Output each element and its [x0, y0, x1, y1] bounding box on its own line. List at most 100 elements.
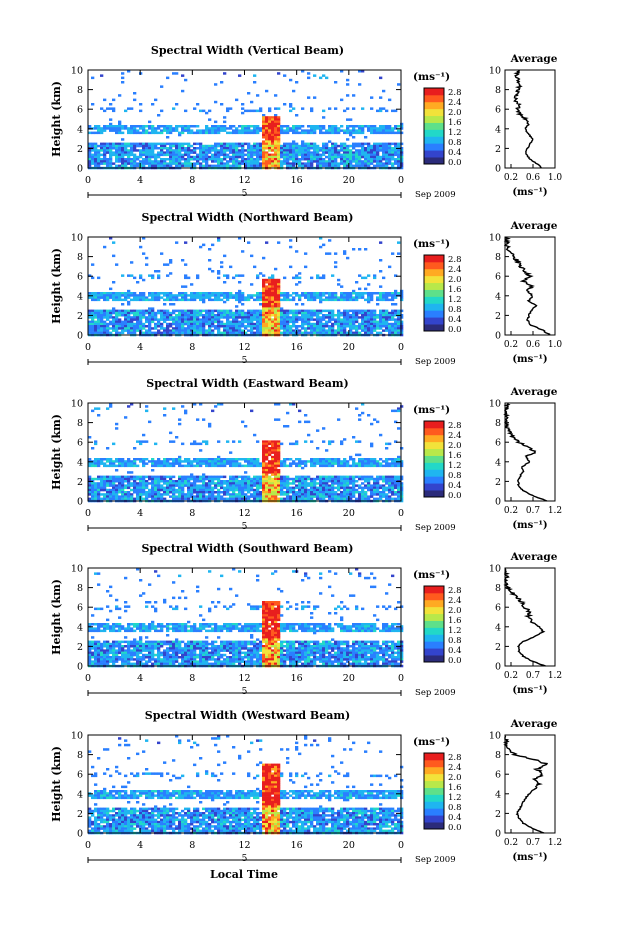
colorbar-swatch [424, 324, 444, 332]
colorbar-swatch [424, 476, 444, 484]
average-profile-line [502, 735, 549, 834]
average-y-tick-label: 0 [495, 497, 501, 508]
colorbar-swatch [424, 469, 444, 477]
colorbar-tick-label: 2.4 [448, 98, 462, 108]
average-y-tick-label: 10 [489, 233, 501, 244]
average-frame [504, 567, 556, 667]
average-title: Average [510, 220, 558, 232]
y-tick-label: 2 [77, 809, 83, 820]
colorbar-tick-label: 0.8 [448, 803, 462, 813]
x-tick-label: 4 [137, 673, 143, 684]
average-y-tick-label: 0 [495, 662, 501, 673]
colorbar-tick-label: 0.4 [448, 315, 462, 325]
y-tick-label: 8 [77, 750, 83, 761]
y-axis-label: Height (km) [50, 746, 63, 822]
colorbar-swatch [424, 766, 444, 775]
day-label: 5 [242, 522, 248, 532]
average-profile-line [503, 237, 551, 336]
colorbar-swatch [424, 136, 444, 144]
colorbar-frame [423, 254, 445, 332]
colorbar-tick-label: 0.8 [448, 138, 462, 148]
date-label: Sep 2009 [415, 855, 456, 865]
colorbar-swatch [424, 282, 444, 290]
average-profile-line [503, 403, 548, 502]
colorbar-swatch [424, 129, 444, 137]
x-tick-label: 20 [343, 175, 355, 186]
y-tick-label: 4 [77, 789, 83, 800]
colorbar-tick-label: 1.2 [448, 626, 462, 636]
y-tick-label: 8 [77, 252, 83, 263]
average-x-tick-label: 0.6 [526, 340, 541, 350]
y-tick-label: 0 [77, 497, 83, 508]
colorbar-tick-label: 0.8 [448, 636, 462, 646]
x-tick-label: 8 [189, 673, 195, 684]
colorbar-tick-label: 0.0 [448, 656, 462, 666]
colorbar-swatch [424, 122, 444, 130]
x-tick-label: 0 [85, 840, 91, 851]
average-x-tick-label: 0.7 [526, 671, 541, 681]
y-axis-label: Height (km) [50, 579, 63, 655]
panel-title: Spectral Width (Northward Beam) [142, 211, 354, 224]
heatmap-cells [88, 70, 404, 170]
colorbar-tick-label: 2.4 [448, 431, 462, 441]
colorbar-swatch [424, 150, 444, 158]
colorbar-tick-label: 0.0 [448, 325, 462, 335]
colorbar-frame [423, 752, 445, 830]
colorbar-swatch [424, 634, 444, 642]
colorbar-tick-label: 0.8 [448, 305, 462, 315]
average-y-tick-label: 6 [495, 438, 501, 449]
colorbar-swatch [424, 108, 444, 117]
x-axis-label: Local Time [210, 868, 278, 881]
colorbar-tick-label: 0.0 [448, 491, 462, 501]
colorbar-tick-label: 1.2 [448, 461, 462, 471]
average-y-tick-label: 4 [495, 622, 501, 633]
y-tick-label: 8 [77, 85, 83, 96]
day-label: 5 [242, 687, 248, 697]
average-y-tick-label: 6 [495, 770, 501, 781]
colorbar-swatch [424, 88, 444, 96]
colorbar-tick-label: 2.4 [448, 596, 462, 606]
colorbar-tick-label: 0.4 [448, 481, 462, 491]
colorbar-swatch [424, 421, 444, 429]
average-y-tick-label: 4 [495, 457, 501, 468]
colorbar-swatch [424, 627, 444, 635]
y-tick-label: 8 [77, 418, 83, 429]
heatmap-cells [88, 735, 404, 835]
average-y-tick-label: 6 [495, 603, 501, 614]
panel-5: Spectral Width (Westward Beam) 0 2 4 6 8 10 Hei… [50, 709, 562, 865]
colorbar-unit: (ms⁻¹) [413, 569, 450, 581]
colorbar-swatch [424, 157, 444, 165]
y-tick-label: 4 [77, 622, 83, 633]
colorbar-unit: (ms⁻¹) [413, 736, 450, 748]
colorbar-swatch [424, 794, 444, 802]
y-tick-label: 6 [77, 272, 83, 283]
average-y-tick-label: 10 [489, 399, 501, 410]
colorbar-swatch [424, 613, 444, 621]
y-tick-label: 4 [77, 291, 83, 302]
y-tick-label: 2 [77, 477, 83, 488]
colorbar-tick-label: 2.4 [448, 763, 462, 773]
x-tick-label: 12 [238, 342, 250, 353]
average-y-tick-label: 2 [495, 144, 501, 155]
x-tick-label: 4 [137, 840, 143, 851]
x-tick-label: 0 [398, 342, 404, 353]
colorbar-swatch [424, 599, 444, 608]
colorbar-tick-label: 0.4 [448, 646, 462, 656]
average-y-tick-label: 8 [495, 583, 501, 594]
colorbar-tick-label: 2.8 [448, 255, 462, 265]
y-tick-label: 2 [77, 642, 83, 653]
colorbar-swatch [424, 586, 444, 594]
colorbar-frame [423, 420, 445, 498]
average-y-tick-label: 10 [489, 731, 501, 742]
x-tick-label: 12 [238, 175, 250, 186]
colorbar-swatch [424, 261, 444, 270]
colorbar-swatch [424, 648, 444, 656]
average-x-tick-label: 0.2 [504, 340, 518, 350]
x-tick-label: 12 [238, 673, 250, 684]
average-x-tick-label: 0.7 [526, 506, 541, 516]
average-x-tick-label: 0.2 [504, 506, 518, 516]
colorbar-tick-label: 0.0 [448, 158, 462, 168]
colorbar-tick-label: 2.0 [448, 108, 462, 118]
average-frame [504, 69, 556, 169]
